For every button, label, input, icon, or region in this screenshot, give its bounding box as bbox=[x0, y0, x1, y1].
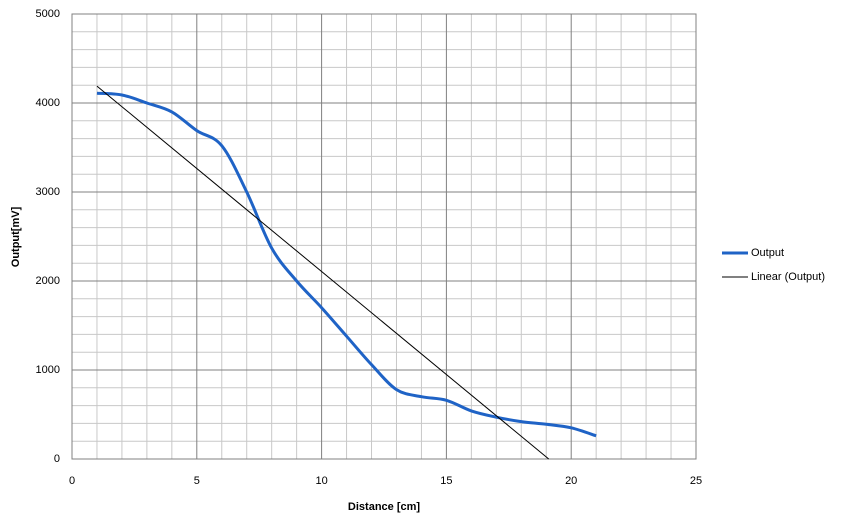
series-line bbox=[96, 91, 597, 438]
x-tick-label: 0 bbox=[69, 475, 75, 487]
legend-label: Linear (Output) bbox=[751, 271, 825, 283]
x-tick-label: 10 bbox=[315, 475, 327, 487]
legend-label: Output bbox=[751, 247, 784, 259]
x-axis-title: Distance [cm] bbox=[348, 501, 420, 513]
y-tick-label: 4000 bbox=[36, 97, 60, 109]
plot-border bbox=[71, 13, 697, 460]
y-tick-label: 3000 bbox=[36, 186, 60, 198]
y-tick-label: 1000 bbox=[36, 364, 60, 376]
x-tick-label: 25 bbox=[690, 475, 702, 487]
x-tick-label: 20 bbox=[565, 475, 577, 487]
series-line bbox=[96, 85, 550, 460]
x-tick-label: 5 bbox=[194, 475, 200, 487]
y-tick-label: 0 bbox=[54, 453, 60, 465]
y-tick-label: 5000 bbox=[36, 8, 60, 20]
y-tick-label: 2000 bbox=[36, 275, 60, 287]
x-tick-label: 15 bbox=[440, 475, 452, 487]
y-axis-title: Output[mV] bbox=[10, 206, 22, 267]
